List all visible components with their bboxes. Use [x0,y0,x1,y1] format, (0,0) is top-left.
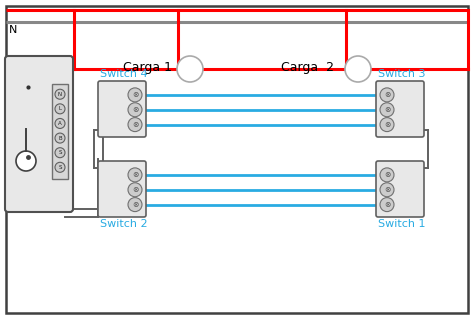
Text: Switch 4: Switch 4 [100,69,147,79]
Bar [52,84,68,179]
Text: ⊗: ⊗ [132,105,138,114]
Text: L: L [58,106,62,111]
Circle shape [177,56,203,82]
Circle shape [380,183,394,197]
Circle shape [128,118,142,132]
Text: ⊗: ⊗ [384,200,390,209]
Text: ⊗: ⊗ [132,90,138,100]
Circle shape [345,56,371,82]
Circle shape [55,162,65,172]
Text: B: B [58,136,62,141]
Text: ⊗: ⊗ [384,120,390,129]
Text: ⊗: ⊗ [132,200,138,209]
Text: S: S [58,165,62,170]
Text: Switch 2: Switch 2 [100,219,147,229]
Text: N: N [9,25,18,35]
Circle shape [55,133,65,143]
Circle shape [55,148,65,158]
Text: ⊗: ⊗ [132,185,138,194]
Circle shape [128,103,142,117]
Circle shape [380,88,394,102]
Text: Carga 1: Carga 1 [123,61,172,73]
Circle shape [380,197,394,211]
Text: Switch 3: Switch 3 [378,69,426,79]
FancyBboxPatch shape [5,56,73,212]
Circle shape [380,103,394,117]
Text: Switch 1: Switch 1 [378,219,426,229]
Text: ⊗: ⊗ [384,185,390,194]
Circle shape [128,197,142,211]
Text: Carga  2: Carga 2 [281,61,334,73]
Text: ⊗: ⊗ [384,105,390,114]
Circle shape [128,88,142,102]
Circle shape [128,183,142,197]
Circle shape [380,118,394,132]
Text: ⊗: ⊗ [384,170,390,179]
Text: S: S [58,150,62,155]
Circle shape [55,104,65,114]
FancyBboxPatch shape [376,161,424,217]
Circle shape [55,118,65,129]
Text: ⊗: ⊗ [384,90,390,100]
Circle shape [16,151,36,171]
Text: N: N [58,92,62,97]
FancyBboxPatch shape [98,81,146,137]
Circle shape [380,168,394,182]
Text: ⊗: ⊗ [132,170,138,179]
Text: ⊗: ⊗ [132,120,138,129]
Circle shape [55,89,65,99]
FancyBboxPatch shape [376,81,424,137]
FancyBboxPatch shape [98,161,146,217]
Circle shape [128,168,142,182]
Text: A: A [58,121,62,126]
